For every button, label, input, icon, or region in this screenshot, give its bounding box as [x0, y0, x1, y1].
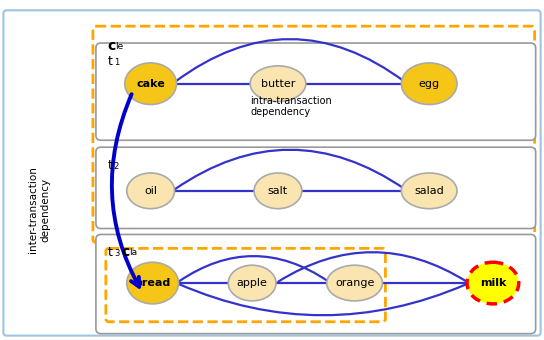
Text: inter-transaction
dependency: inter-transaction dependency — [28, 166, 50, 253]
Text: butter: butter — [261, 79, 295, 89]
Ellipse shape — [401, 173, 457, 209]
Ellipse shape — [127, 173, 175, 209]
Text: t: t — [108, 159, 113, 172]
Text: $\mathbf{c}$: $\mathbf{c}$ — [121, 245, 130, 259]
Text: $\mathbf{c}$: $\mathbf{c}$ — [107, 39, 116, 53]
Text: intra-transaction
dependency: intra-transaction dependency — [250, 96, 332, 117]
Text: la: la — [129, 248, 137, 257]
Ellipse shape — [327, 265, 382, 301]
Text: egg: egg — [419, 79, 440, 89]
Text: bread: bread — [134, 278, 171, 288]
Text: apple: apple — [237, 278, 268, 288]
FancyBboxPatch shape — [96, 43, 536, 140]
FancyBboxPatch shape — [96, 235, 536, 334]
Ellipse shape — [401, 63, 457, 104]
Text: 2: 2 — [114, 162, 119, 171]
Text: 1: 1 — [114, 58, 119, 67]
Text: milk: milk — [480, 278, 506, 288]
Text: 3: 3 — [114, 249, 119, 258]
Ellipse shape — [467, 262, 519, 304]
Ellipse shape — [127, 262, 178, 304]
Text: t: t — [108, 246, 113, 259]
Text: salt: salt — [268, 186, 288, 196]
Text: oil: oil — [144, 186, 157, 196]
Text: salad: salad — [415, 186, 444, 196]
Ellipse shape — [228, 265, 276, 301]
FancyBboxPatch shape — [3, 10, 541, 336]
Ellipse shape — [250, 66, 306, 102]
Text: orange: orange — [335, 278, 374, 288]
Ellipse shape — [254, 173, 302, 209]
Ellipse shape — [125, 63, 176, 104]
Text: le: le — [115, 42, 123, 51]
Text: cake: cake — [136, 79, 165, 89]
Text: t: t — [108, 55, 113, 68]
FancyBboxPatch shape — [96, 147, 536, 228]
